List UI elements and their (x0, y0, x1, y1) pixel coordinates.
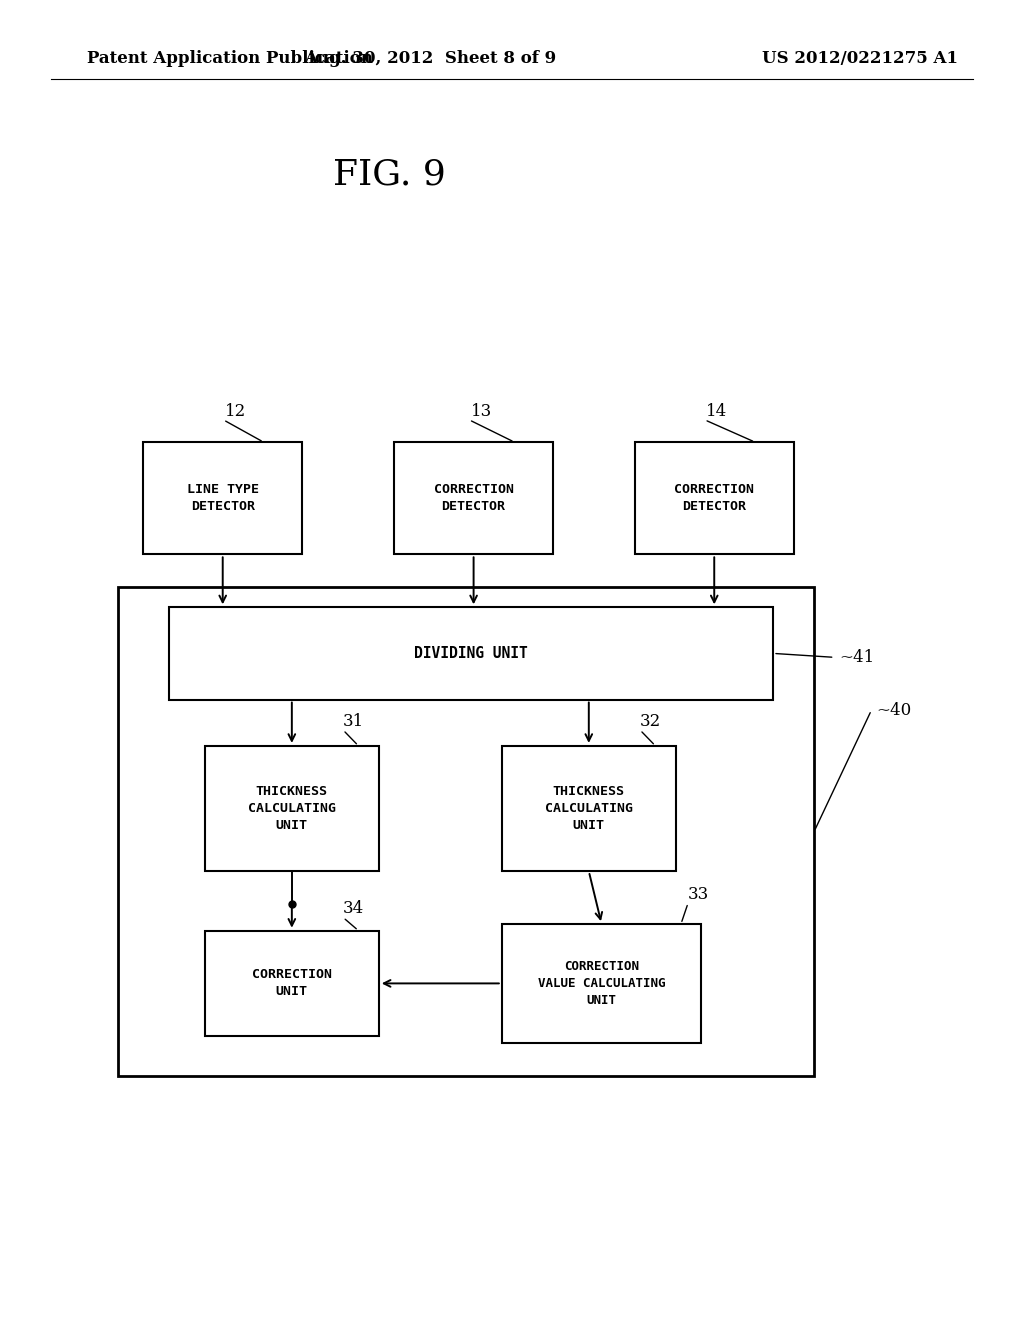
Text: FIG. 9: FIG. 9 (333, 157, 445, 191)
Text: THICKNESS
CALCULATING
UNIT: THICKNESS CALCULATING UNIT (248, 785, 336, 832)
Text: US 2012/0221275 A1: US 2012/0221275 A1 (762, 50, 958, 66)
Text: ~40: ~40 (877, 702, 911, 718)
Text: ~41: ~41 (840, 649, 874, 665)
Text: 13: 13 (471, 403, 492, 420)
Bar (205, 931, 379, 1036)
Bar (502, 924, 701, 1043)
Text: DIVIDING UNIT: DIVIDING UNIT (414, 645, 528, 661)
Bar (143, 442, 302, 554)
Bar (635, 442, 794, 554)
Bar (394, 442, 553, 554)
Text: 33: 33 (688, 886, 709, 903)
Text: LINE TYPE
DETECTOR: LINE TYPE DETECTOR (186, 483, 259, 513)
Text: CORRECTION
VALUE CALCULATING
UNIT: CORRECTION VALUE CALCULATING UNIT (538, 960, 666, 1007)
Text: 31: 31 (343, 713, 364, 730)
Bar (502, 746, 676, 871)
Text: Aug. 30, 2012  Sheet 8 of 9: Aug. 30, 2012 Sheet 8 of 9 (304, 50, 556, 66)
Text: THICKNESS
CALCULATING
UNIT: THICKNESS CALCULATING UNIT (545, 785, 633, 832)
Bar (169, 607, 773, 700)
Bar (205, 746, 379, 871)
Text: 32: 32 (640, 713, 660, 730)
Text: 12: 12 (225, 403, 246, 420)
Text: CORRECTION
UNIT: CORRECTION UNIT (252, 969, 332, 998)
Text: CORRECTION
DETECTOR: CORRECTION DETECTOR (674, 483, 755, 513)
Bar (118, 587, 814, 1076)
Text: 14: 14 (707, 403, 727, 420)
Text: 34: 34 (343, 900, 364, 917)
Text: Patent Application Publication: Patent Application Publication (87, 50, 373, 66)
Text: CORRECTION
DETECTOR: CORRECTION DETECTOR (433, 483, 514, 513)
